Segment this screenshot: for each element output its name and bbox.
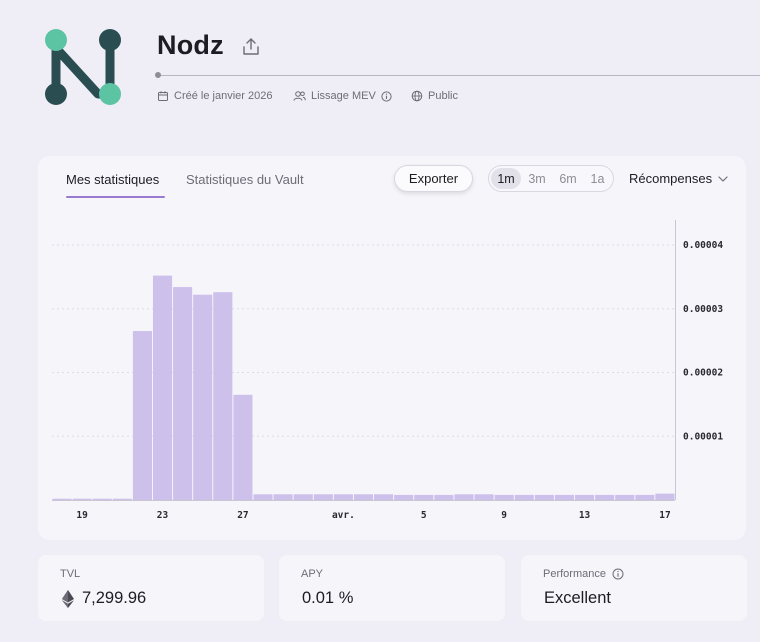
- chart-bar[interactable]: [213, 292, 233, 500]
- info-icon[interactable]: [381, 90, 392, 102]
- y-tick-label: 0.00001: [683, 431, 723, 442]
- metric-dropdown[interactable]: Récompenses: [629, 171, 728, 186]
- chart-bar[interactable]: [92, 498, 112, 500]
- export-button[interactable]: Exporter: [394, 165, 473, 192]
- range-3m-button[interactable]: 3m: [528, 171, 546, 186]
- apy-label: APY: [301, 568, 324, 580]
- chart-bar[interactable]: [514, 494, 534, 500]
- x-tick-label: 9: [501, 510, 507, 521]
- vault-header: Nodz Créé le janvier 2026 Lissage MEV: [0, 0, 760, 140]
- x-tick-label: 19: [76, 510, 88, 521]
- performance-label-row: Performance: [543, 568, 624, 580]
- chart-bar[interactable]: [615, 494, 635, 500]
- share-icon[interactable]: [240, 36, 262, 58]
- tab-my-stats[interactable]: Mes statistiques: [66, 172, 160, 187]
- active-tab-indicator: [66, 196, 165, 198]
- created-date: Créé le janvier 2026: [174, 90, 273, 102]
- time-range-selector: 1m 3m 6m 1a: [488, 165, 614, 192]
- y-tick-label: 0.00003: [683, 304, 723, 315]
- chart-bar[interactable]: [414, 494, 434, 500]
- x-tick-label: 23: [157, 510, 169, 521]
- chart-bar[interactable]: [253, 494, 273, 500]
- chart-bar[interactable]: [152, 275, 173, 500]
- stats-card: Mes statistiques Statistiques du Vault E…: [38, 156, 746, 540]
- chart-bar[interactable]: [313, 494, 333, 500]
- apy-value: 0.01 %: [302, 589, 354, 607]
- header-divider: [157, 75, 760, 76]
- chart-bar[interactable]: [112, 498, 132, 500]
- info-icon[interactable]: [612, 568, 624, 580]
- chart-bar[interactable]: [655, 493, 675, 500]
- performance-label: Performance: [543, 568, 606, 580]
- chart-bar[interactable]: [273, 494, 293, 500]
- chart-bar[interactable]: [474, 494, 494, 500]
- x-tick-label: avr.: [332, 510, 355, 521]
- ethereum-icon: [62, 590, 74, 608]
- range-1m-button[interactable]: 1m: [491, 168, 521, 189]
- chart-bar[interactable]: [233, 394, 253, 500]
- chart-bar[interactable]: [193, 294, 213, 500]
- tvl-value: 7,299.96: [82, 589, 147, 607]
- chart-bar[interactable]: [293, 494, 313, 500]
- x-tick-label: 27: [237, 510, 248, 521]
- tab-vault-stats[interactable]: Statistiques du Vault: [186, 172, 304, 187]
- chart-bar[interactable]: [534, 494, 554, 500]
- chart-bar[interactable]: [434, 494, 454, 500]
- chart-bar[interactable]: [173, 287, 193, 500]
- meta-strategy: Lissage MEV: [293, 90, 392, 102]
- apy-card: APY 0.01 %: [279, 555, 505, 621]
- rewards-bar-chart: 0.00004 0.00003 0.00002 0.00001 19 23 27 avr. 5 9…: [52, 220, 723, 521]
- calendar-icon: [158, 91, 168, 101]
- x-tick-label: 5: [421, 510, 427, 521]
- range-1a-button[interactable]: 1a: [590, 171, 605, 186]
- chart-bar[interactable]: [554, 494, 575, 500]
- chart-bar[interactable]: [494, 494, 514, 500]
- metric-dropdown-label: Récompenses: [629, 171, 713, 186]
- chart-bar[interactable]: [333, 494, 353, 500]
- chart-bar[interactable]: [635, 494, 655, 500]
- meta-created: Créé le janvier 2026: [157, 90, 272, 102]
- y-tick-label: 0.00002: [683, 368, 723, 379]
- performance-value: Excellent: [544, 589, 611, 607]
- chevron-down-icon: [718, 175, 728, 182]
- chart-bar[interactable]: [72, 498, 92, 500]
- tvl-card: TVL 7,299.96: [38, 555, 264, 621]
- performance-card: Performance Excellent: [521, 555, 747, 621]
- chart-bar[interactable]: [394, 494, 414, 500]
- visibility-label: Public: [428, 90, 458, 102]
- chart-bar[interactable]: [353, 494, 374, 500]
- chart-bar[interactable]: [575, 494, 595, 500]
- range-6m-button[interactable]: 6m: [559, 171, 577, 186]
- chart-bar[interactable]: [595, 494, 615, 500]
- chart-bar[interactable]: [454, 494, 474, 500]
- vault-title: Nodz: [157, 30, 224, 60]
- x-tick-label: 17: [659, 510, 670, 521]
- chart-bar[interactable]: [132, 331, 152, 500]
- tvl-label: TVL: [60, 568, 81, 580]
- nodz-logo: [45, 29, 121, 105]
- chart-bar[interactable]: [52, 498, 72, 500]
- chart-bar[interactable]: [374, 494, 394, 500]
- y-tick-label: 0.00004: [683, 240, 723, 251]
- strategy-label: Lissage MEV: [311, 90, 376, 102]
- users-icon: [293, 91, 306, 101]
- globe-icon: [411, 90, 423, 102]
- header-divider-dot: [155, 72, 161, 78]
- x-tick-label: 13: [579, 510, 591, 521]
- meta-visibility: Public: [411, 90, 458, 102]
